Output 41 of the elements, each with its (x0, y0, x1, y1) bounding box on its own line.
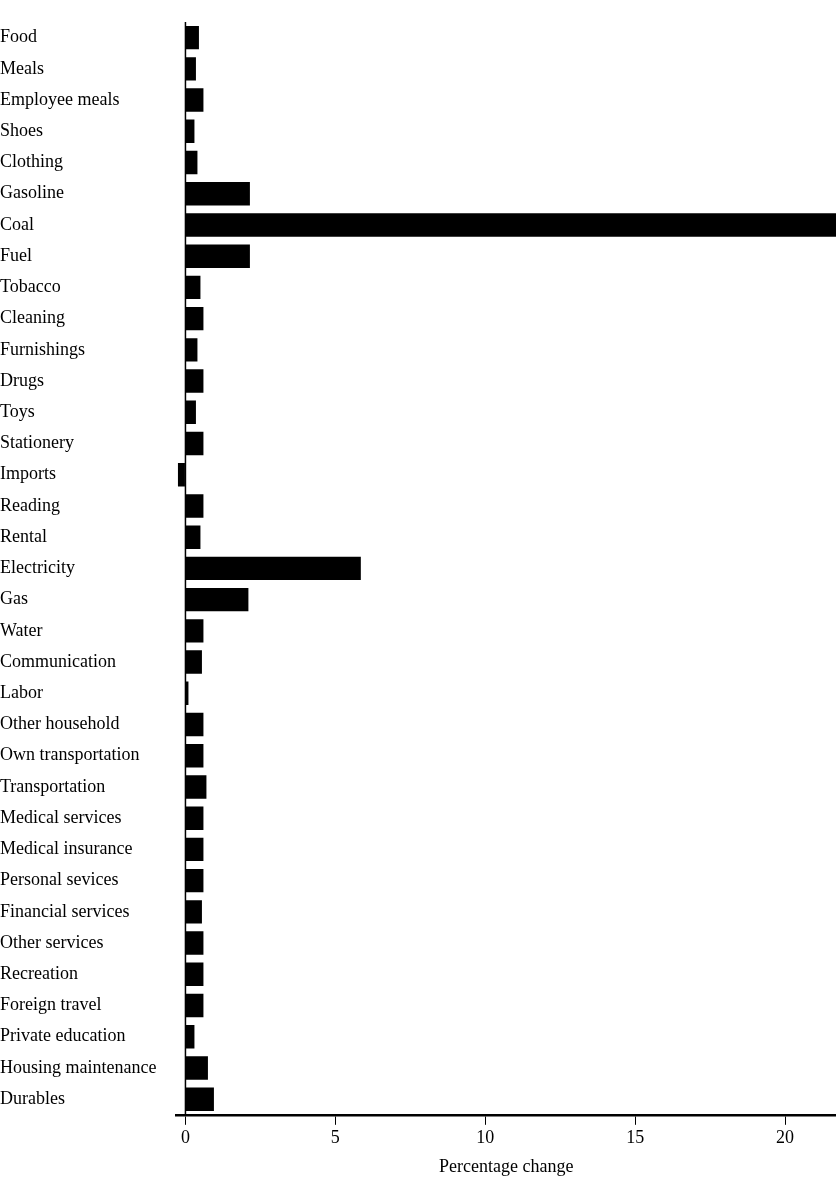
x-tick-label: 15 (626, 1127, 645, 1148)
y-tick-label: Shoes (0, 120, 44, 141)
y-tick-label: Water (0, 619, 43, 640)
y-tick-label: Electricity (0, 557, 75, 578)
y-tick-label: Cleaning (0, 307, 65, 328)
y-tick-label: Communication (0, 650, 116, 671)
y-tick-label: Financial services (0, 900, 130, 921)
y-tick-label: Furnishings (0, 338, 86, 359)
y-tick-label: Own transportation (0, 744, 140, 765)
y-tick-label: Gasoline (0, 182, 64, 203)
y-tick-label: Employee meals (0, 88, 120, 109)
y-tick-label: Rental (0, 525, 47, 546)
y-tick-label: Recreation (0, 963, 78, 984)
y-tick-label: Clothing (0, 151, 64, 172)
y-tick-label: Gas (0, 588, 28, 609)
y-tick-label: Drugs (0, 369, 44, 390)
x-tick-label: 0 (180, 1127, 190, 1148)
x-axis-title: Percentage change (439, 1155, 574, 1176)
x-tick-label: 10 (476, 1127, 495, 1148)
y-tick-label: Personal sevices (0, 869, 119, 890)
y-tick-label: Toys (0, 401, 35, 422)
y-tick-label: Durables (0, 1087, 65, 1108)
y-tick-label: Food (0, 26, 38, 47)
y-tick-label: Reading (0, 494, 60, 515)
y-tick-label: Other household (0, 713, 120, 734)
y-tick-label: Fuel (0, 244, 33, 265)
y-tick-label: Labor (0, 682, 43, 703)
y-tick-label: Foreign travel (0, 994, 102, 1015)
y-tick-label: Tobacco (0, 276, 61, 297)
y-tick-label: Transportation (0, 775, 106, 796)
x-tick-label: 20 (776, 1127, 795, 1148)
y-tick-label: Imports (0, 463, 56, 484)
y-tick-label: Medical insurance (0, 838, 133, 859)
y-tick-label: Stationery (0, 432, 74, 453)
y-tick-label: Private education (0, 1025, 126, 1046)
y-tick-label: Housing maintenance (0, 1056, 157, 1077)
y-tick-label: Meals (0, 57, 44, 78)
y-tick-label: Coal (0, 213, 34, 234)
y-tick-label: Medical services (0, 806, 122, 827)
x-tick-label: 5 (330, 1127, 340, 1148)
y-tick-label: Other services (0, 931, 104, 952)
